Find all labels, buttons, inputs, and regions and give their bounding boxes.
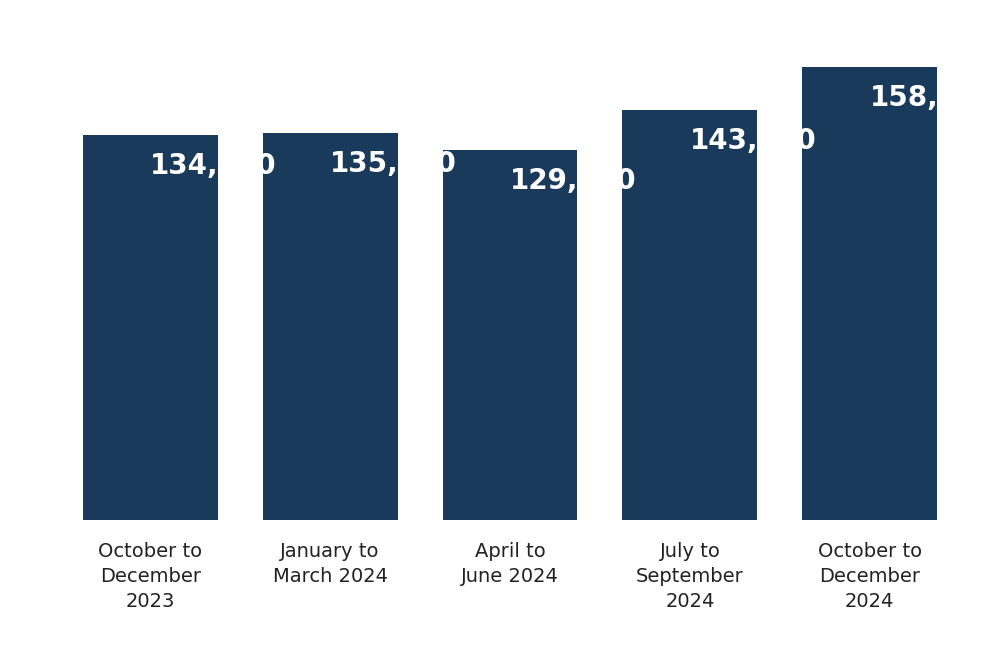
Text: 143,400: 143,400	[690, 127, 817, 155]
Text: 158,500: 158,500	[870, 84, 997, 112]
Bar	[622, 110, 757, 520]
Bar	[83, 135, 218, 520]
Bar	[802, 67, 937, 520]
Bar	[443, 149, 577, 520]
Text: 134,900: 134,900	[150, 152, 277, 180]
Bar	[263, 133, 398, 520]
Text: 129,700: 129,700	[510, 167, 637, 195]
Text: 135,400: 135,400	[330, 150, 457, 178]
